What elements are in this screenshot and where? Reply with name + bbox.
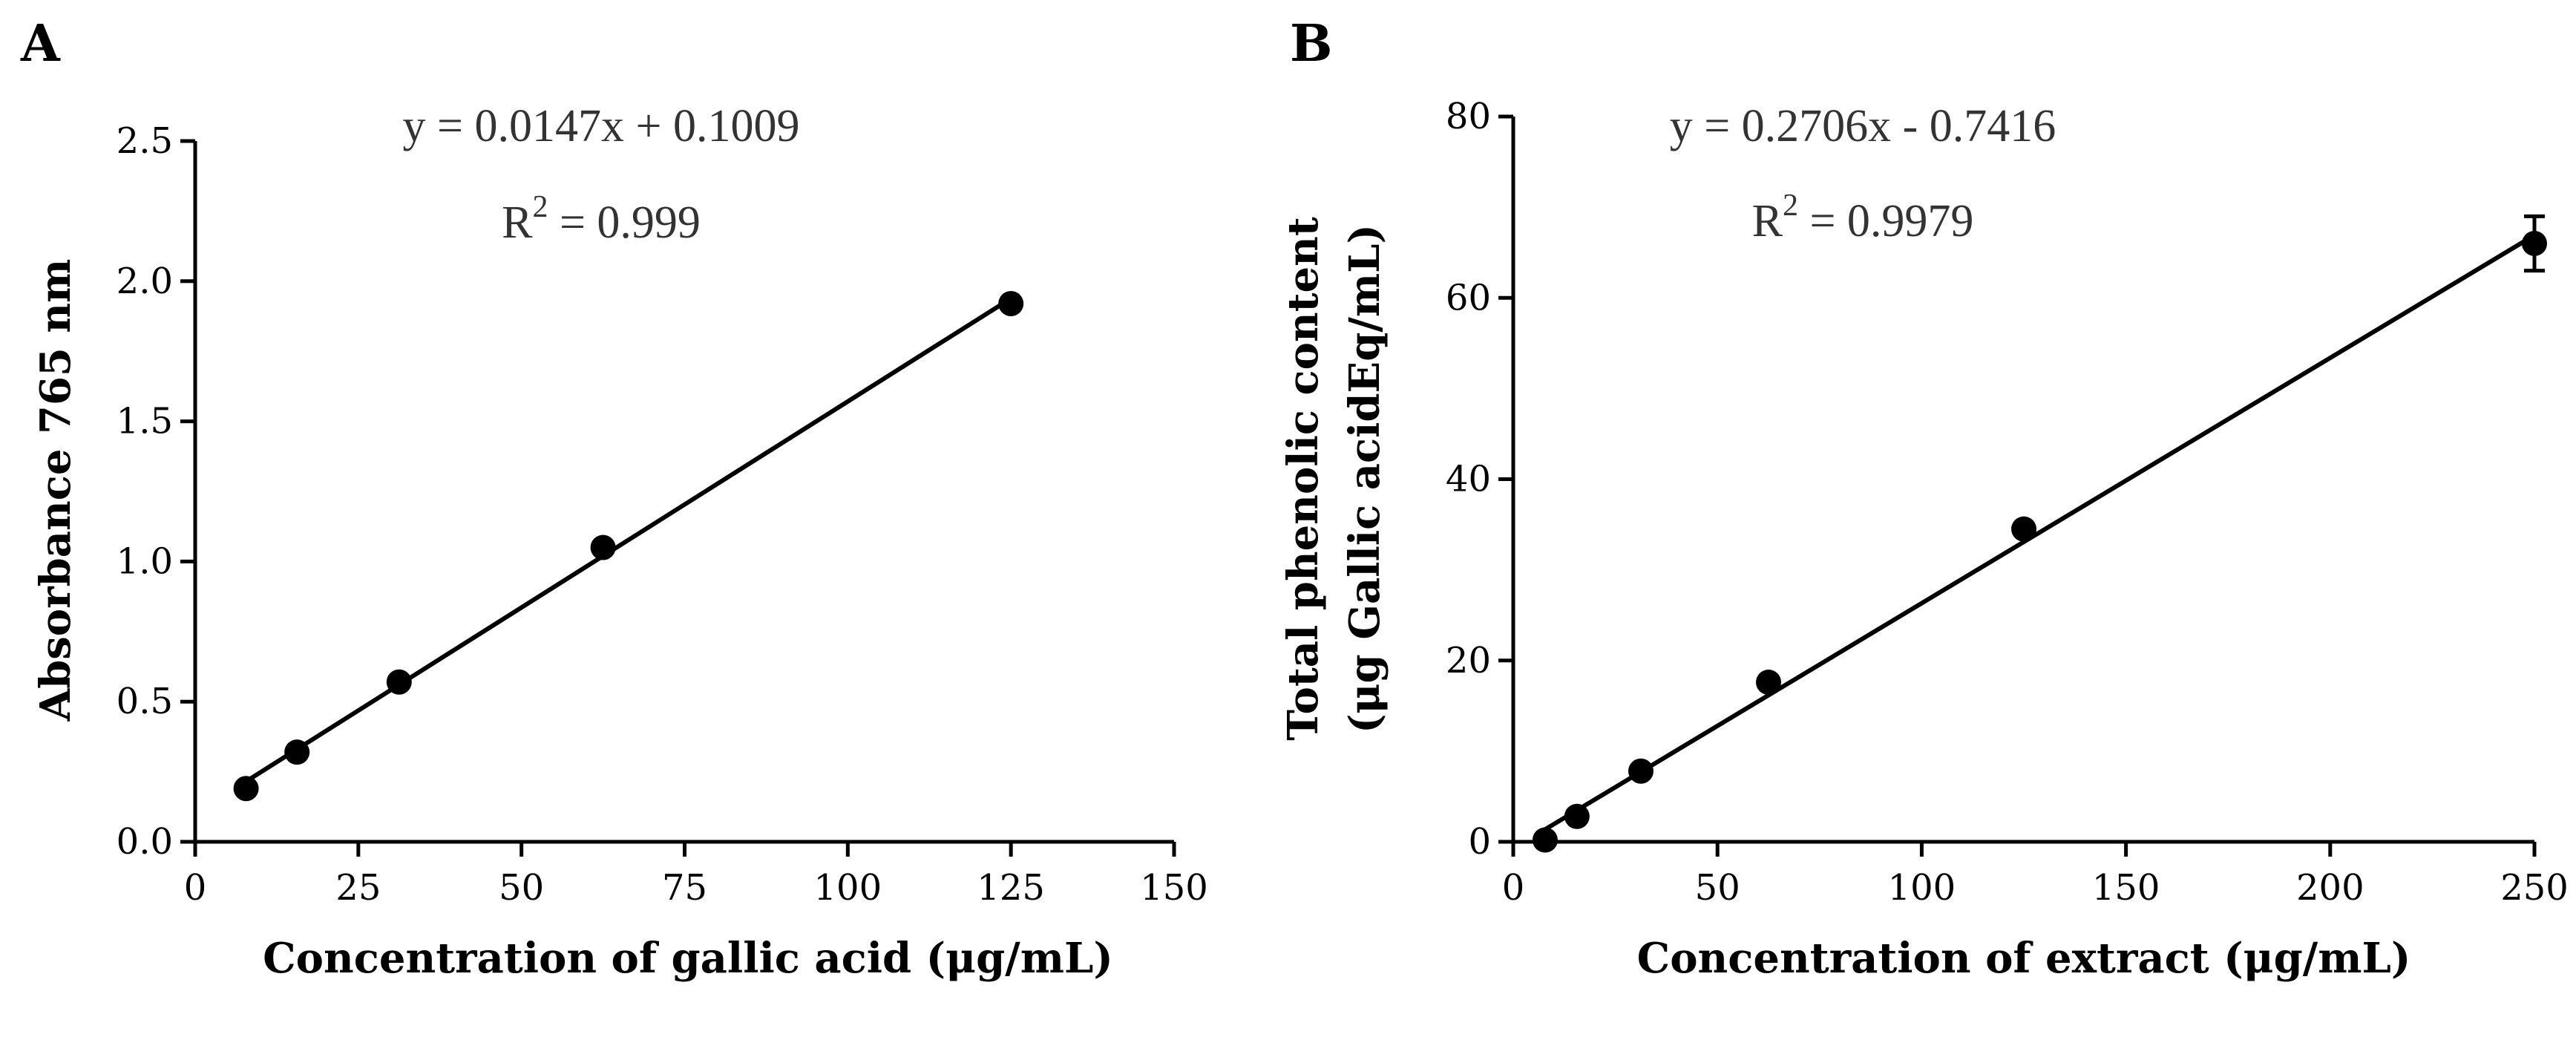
panel-a-fit-line <box>244 296 1012 784</box>
panel-b-data-point-4 <box>2011 516 2036 542</box>
panel-b-r2-prefix: R <box>1752 196 1783 246</box>
panel-a-x-tick-label-5: 125 <box>977 867 1045 909</box>
panel-b-x-label: Concentration of extract (μg/mL) <box>1637 934 2411 983</box>
panel-a-x-tick-label-4: 100 <box>814 867 882 909</box>
panel-b-x-tick-label-1: 50 <box>1695 867 1740 909</box>
panel-b-y-tick-label-4: 80 <box>1446 96 1491 137</box>
panel-b-y-label-line2: (μg Gallic acidEq/mL) <box>1340 224 1389 733</box>
panel-b-y-tick-label-2: 40 <box>1446 459 1491 500</box>
panel-a-x-tick-label-3: 75 <box>662 867 707 909</box>
panel-b-y-tick-label-3: 60 <box>1446 277 1491 318</box>
panel-a-data-point-4 <box>998 291 1024 317</box>
panel-b-r2-value: = 0.9979 <box>1798 196 1973 246</box>
panel-a-y-tick-label-5: 2.5 <box>117 120 173 162</box>
panel-a-equation: y = 0.0147x + 0.1009 <box>403 101 800 151</box>
panel-b-x-tick-label-0: 0 <box>1502 867 1525 909</box>
panel-a-r-squared: R2 = 0.999 <box>502 190 701 248</box>
panel-b: B 0 20 40 60 80 0 50 100 150 200 250 Concentratio… <box>1279 14 2569 983</box>
panel-a-x-tick-label-2: 50 <box>499 867 544 909</box>
panel-b-y-tick-label-0: 0 <box>1468 821 1491 863</box>
panel-a-x-tick-label-6: 150 <box>1140 867 1208 909</box>
panel-b-equation: y = 0.2706x - 0.7416 <box>1670 101 2056 151</box>
panel-a-y-tick-label-2: 1.0 <box>117 540 173 582</box>
panel-a-x-tick-label-0: 0 <box>184 867 207 909</box>
panel-b-data-point-2 <box>1628 758 1654 784</box>
panel-a-data-point-3 <box>590 534 616 560</box>
panel-b-r2-exponent: 2 <box>1783 189 1798 223</box>
panel-b-x-tick-label-5: 250 <box>2500 867 2569 909</box>
panel-a-x-ticks: 0 25 50 75 100 125 150 <box>184 842 1208 909</box>
panel-b-letter: B <box>1290 14 1332 73</box>
panel-b-x-tick-label-3: 150 <box>2092 867 2160 909</box>
panel-b-y-tick-label-1: 20 <box>1446 640 1491 681</box>
panel-b-x-ticks: 0 50 100 150 200 250 <box>1502 842 2569 909</box>
panel-a-y-tick-label-1: 0.5 <box>117 681 173 722</box>
panel-b-y-ticks: 0 20 40 60 80 <box>1446 96 1513 863</box>
panel-b-data-point-5 <box>2522 230 2547 256</box>
panel-a: A 0.0 0.5 1.0 1.5 2.0 2.5 0 25 50 75 100 125 150 Co… <box>20 14 1208 983</box>
panel-a-letter: A <box>20 14 61 73</box>
panel-a-data-point-1 <box>284 739 310 765</box>
panel-b-fit-line <box>1544 233 2536 831</box>
panel-b-points <box>1532 230 2547 853</box>
panel-a-data-point-0 <box>233 776 259 802</box>
panel-b-x-tick-label-4: 200 <box>2296 867 2364 909</box>
panel-a-y-ticks: 0.0 0.5 1.0 1.5 2.0 2.5 <box>117 120 195 863</box>
panel-a-x-label: Concentration of gallic acid (μg/mL) <box>263 934 1113 983</box>
panel-b-r-squared: R2 = 0.9979 <box>1752 189 1974 246</box>
panel-a-r2-prefix: R <box>502 197 533 248</box>
panel-a-x-tick-label-1: 25 <box>335 867 381 909</box>
panel-a-r2-value: = 0.999 <box>548 197 700 248</box>
panel-a-y-tick-label-3: 1.5 <box>117 401 173 442</box>
panel-b-data-point-0 <box>1532 827 1558 853</box>
panel-b-data-point-1 <box>1564 803 1590 829</box>
panel-a-points <box>233 291 1024 802</box>
panel-b-data-point-3 <box>1756 670 1781 696</box>
panel-a-y-tick-label-0: 0.0 <box>117 821 173 863</box>
panel-a-r2-exponent: 2 <box>532 190 548 224</box>
panel-a-y-label: Absorbance 765 nm <box>31 259 80 722</box>
panel-a-data-point-2 <box>386 669 412 695</box>
panel-a-y-tick-label-4: 2.0 <box>117 261 173 302</box>
panel-b-x-tick-label-2: 100 <box>1888 867 1956 909</box>
panel-b-y-label-line1: Total phenolic content <box>1279 217 1328 741</box>
